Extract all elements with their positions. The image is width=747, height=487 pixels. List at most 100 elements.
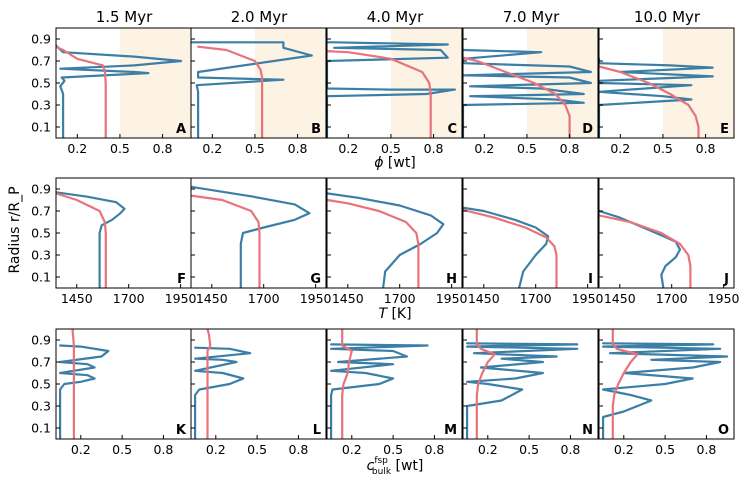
x-label-cbulk: cfsp bulk [wt] — [367, 456, 424, 477]
col-title-1: 1.5 Myr — [96, 8, 153, 26]
x-tick-label: 1950 — [436, 291, 468, 306]
red-series-line — [327, 198, 420, 288]
blue-series-line — [463, 48, 592, 138]
red-series-line — [206, 329, 212, 439]
panel-letter: O — [718, 423, 729, 438]
col-title-2: 2.0 Myr — [231, 8, 288, 26]
panel-letter: H — [446, 272, 457, 287]
panel-letter: B — [311, 122, 321, 137]
x-label-temperature-unit: [K] — [387, 306, 412, 322]
red-series-line — [56, 192, 107, 288]
red-series-line — [599, 214, 692, 288]
x-tick-label: 1700 — [520, 291, 552, 306]
series-lines — [599, 209, 692, 288]
shaded-region — [119, 28, 191, 138]
series-lines — [56, 191, 126, 288]
x-tick-label: 0.2 — [474, 141, 494, 156]
col-title-3: 4.0 Myr — [367, 8, 424, 26]
panel-K: 0.1 0.3 0.5 0.7 0.9 0.2 0.5 0.8K — [31, 328, 192, 457]
x-tick-label: 0.8 — [696, 141, 716, 156]
x-tick-label: 0.8 — [560, 141, 580, 156]
column-titles: 1.5 Myr 2.0 Myr 4.0 Myr 7.0 Myr 10.0 Myr — [96, 8, 701, 26]
x-tick-label: 1700 — [248, 291, 280, 306]
x-tick-label: 0.2 — [202, 141, 222, 156]
x-tick-label: 0.8 — [153, 141, 173, 156]
y-tick-label: 0.7 — [31, 54, 51, 69]
x-tick-label: 0.5 — [519, 442, 539, 457]
panel-C: 0.2 0.5 0.8C — [326, 27, 463, 156]
panel-frame — [462, 177, 599, 289]
blue-series-line — [194, 346, 252, 439]
x-label-temperature: T [K] — [378, 306, 411, 322]
blue-series-line — [599, 209, 682, 288]
x-tick-label: 0.5 — [653, 141, 673, 156]
x-tick-label: 0.5 — [383, 442, 403, 457]
panel-letter: L — [313, 423, 321, 438]
panel-F: 0.1 0.3 0.5 0.7 0.9 1450 1700 1950 F — [31, 177, 197, 306]
x-tick-label: 0.2 — [342, 442, 362, 457]
red-series-line — [56, 45, 107, 138]
series-lines — [466, 329, 579, 439]
x-tick-label: 0.2 — [206, 442, 226, 457]
x-axis-labels: ϕ [wt] T [K] cfsp bulk [wt] — [367, 155, 424, 477]
y-tick-label: 0.3 — [31, 399, 51, 414]
x-label-phi: ϕ [wt] — [374, 155, 416, 171]
series-lines — [327, 41, 456, 138]
x-tick-label: 1450 — [196, 291, 228, 306]
y-tick-label: 0.7 — [31, 204, 51, 219]
panel-letter: F — [177, 272, 186, 287]
y-tick-label: 0.5 — [31, 76, 51, 91]
x-tick-label: 1950 — [708, 291, 740, 306]
panel-J: 1450 1700 1950 J — [598, 177, 740, 306]
red-series-line — [197, 45, 264, 138]
series-lines — [599, 57, 714, 138]
x-tick-label: 0.5 — [110, 141, 130, 156]
x-tick-label: 0.8 — [288, 141, 308, 156]
blue-series-line — [330, 343, 429, 439]
x-label-cbulk-subscript: bulk — [372, 467, 392, 477]
series-lines — [191, 185, 311, 288]
x-tick-label: 0.2 — [478, 442, 498, 457]
x-label-phi-unit: [wt] — [383, 155, 415, 171]
red-series-line — [475, 329, 496, 439]
x-tick-label: 0.2 — [71, 442, 91, 457]
red-series-line — [191, 194, 261, 288]
y-tick-label: 0.1 — [31, 421, 51, 436]
x-tick-label: 0.8 — [289, 442, 309, 457]
blue-series-line — [599, 57, 714, 138]
blue-series-line — [59, 344, 110, 439]
blue-series-line — [56, 44, 183, 138]
panel-letter: E — [720, 122, 729, 137]
panel-frame — [598, 177, 735, 289]
panel-frame — [326, 177, 463, 289]
panel-M: 0.2 0.5 0.8 M — [326, 328, 463, 457]
col-title-4: 7.0 Myr — [503, 8, 560, 26]
panels: 0.10.30.50.70.90.2 0.5 0.8A0.2 0.5 0.8B0.2 0.… — [31, 27, 740, 457]
col-title-5: 10.0 Myr — [634, 8, 701, 26]
x-tick-label: 1950 — [300, 291, 332, 306]
blue-series-line — [327, 192, 445, 288]
y-tick-label: 0.1 — [31, 270, 51, 285]
blue-series-line — [466, 342, 579, 439]
x-tick-label: 0.8 — [561, 442, 581, 457]
panel-I: 1450 1700 1950 I — [462, 177, 604, 306]
red-series-line — [341, 329, 353, 439]
y-axis-label-text: Radius r/R_P — [7, 186, 23, 273]
panel-letter: K — [176, 423, 187, 438]
red-series-line — [611, 329, 639, 439]
panel-letter: M — [444, 423, 457, 438]
x-label-phi-symbol: ϕ — [374, 155, 383, 171]
shaded-region — [662, 28, 734, 138]
blue-series-line — [602, 342, 729, 439]
x-tick-label: 1700 — [656, 291, 688, 306]
panel-letter: I — [588, 272, 593, 287]
red-series-line — [463, 208, 558, 288]
panel-G: 1450 1700 1950 G — [190, 177, 332, 306]
panel-O: 0.2 0.5 0.8O — [598, 328, 735, 457]
red-series-line — [327, 50, 432, 138]
y-tick-label: 0.7 — [31, 355, 51, 370]
red-series-line — [599, 65, 700, 138]
panel-E: 0.2 0.5 0.8 E — [598, 27, 735, 156]
series-lines — [56, 44, 183, 138]
